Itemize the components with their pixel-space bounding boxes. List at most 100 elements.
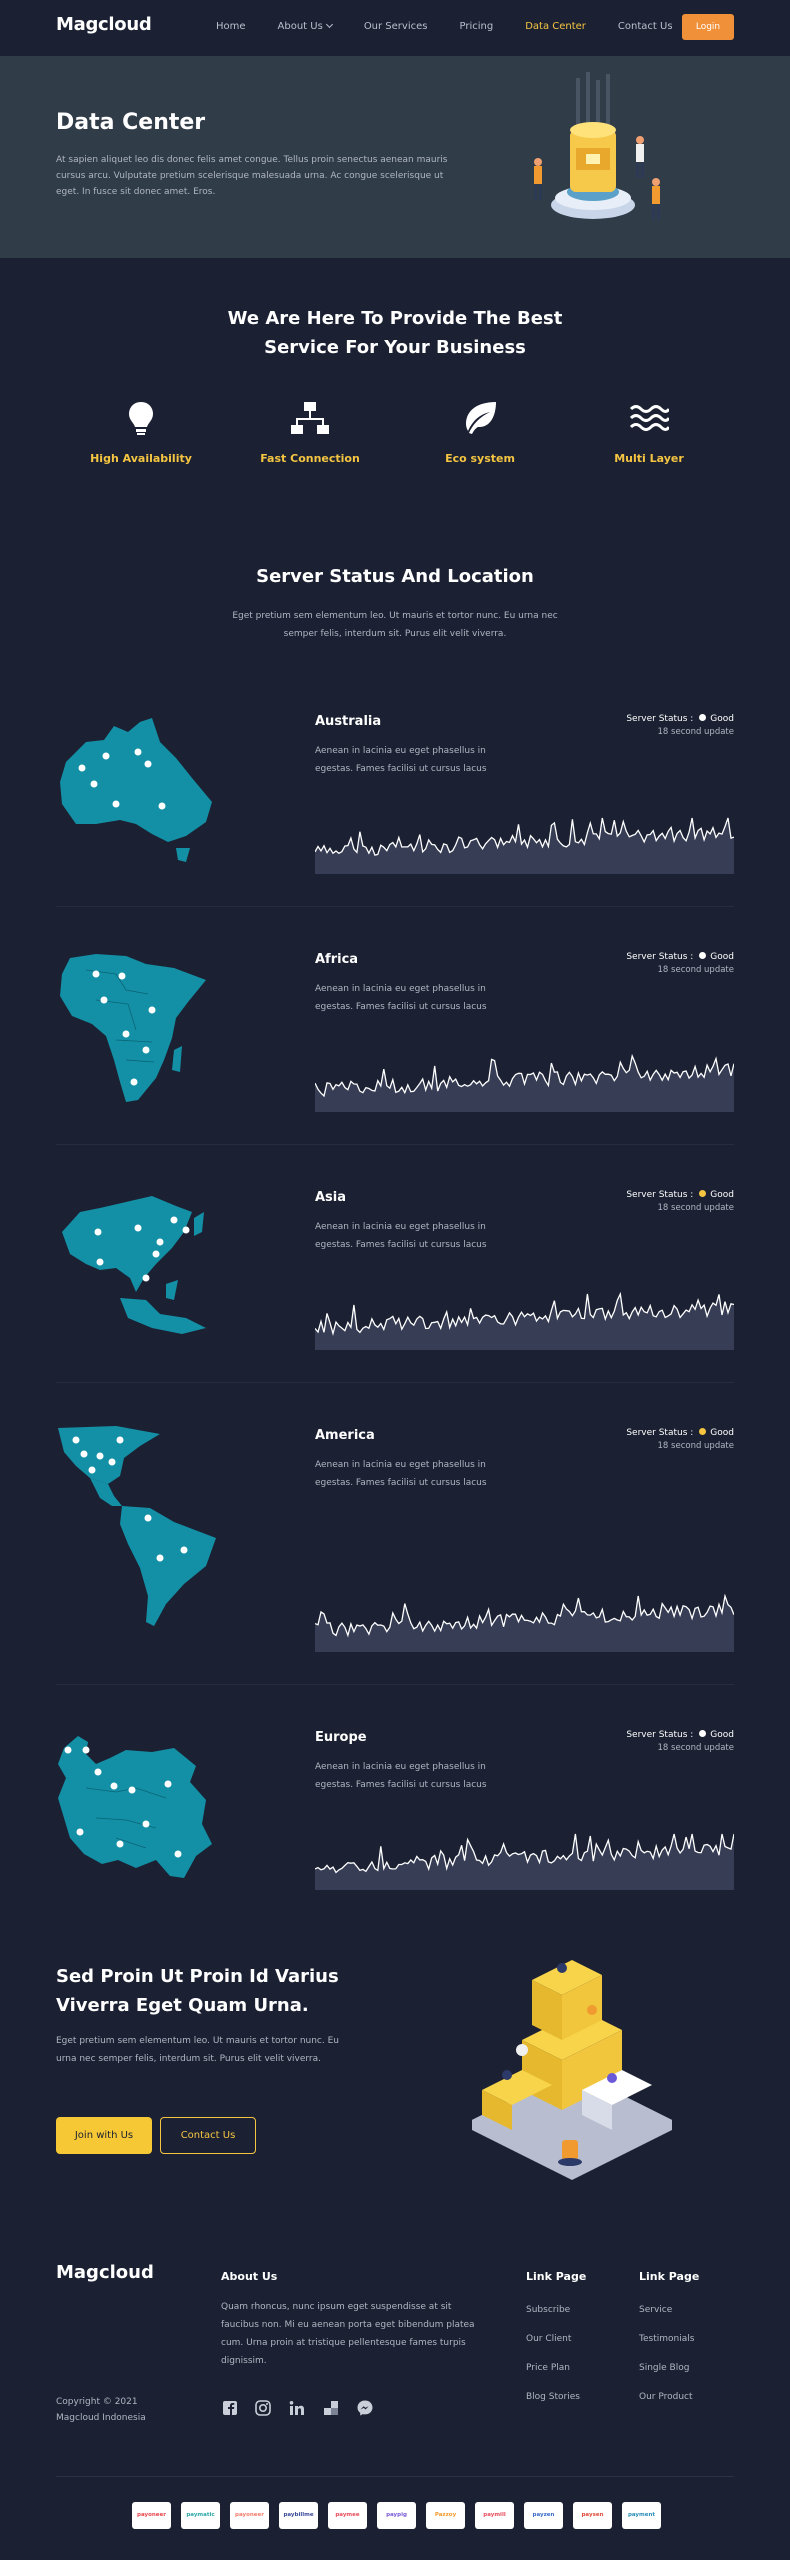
- footer-about-title: About Us: [221, 2270, 278, 2283]
- server-status: Server Status : Good 18 second update: [626, 1428, 734, 1451]
- region-description: Aenean in lacinia eu eget phasellus in e…: [315, 984, 487, 1012]
- feature-label: Fast Connection: [260, 452, 360, 465]
- status-dot: [699, 1190, 707, 1197]
- footer-links-title-2: Link Page: [639, 2270, 700, 2283]
- feature-label: Multi Layer: [614, 452, 684, 465]
- traffic-sparkline: [315, 1594, 734, 1652]
- messenger-icon[interactable]: [356, 2399, 374, 2417]
- servers-description: Eget pretium sem elementum leo. Ut mauri…: [232, 611, 558, 639]
- payment-logo: payzen: [524, 2502, 563, 2529]
- traffic-sparkline: [315, 817, 734, 874]
- status-dot: [699, 952, 707, 959]
- region-description: Aenean in lacinia eu eget phasellus in e…: [315, 1762, 487, 1790]
- divider: [56, 906, 734, 907]
- divider: [56, 1144, 734, 1145]
- status-label: Server Status :: [626, 952, 694, 962]
- divider: [56, 1684, 734, 1685]
- footer-links-title-1: Link Page: [526, 2270, 587, 2283]
- page-title: Data Center: [56, 110, 206, 135]
- status-value: Good: [710, 714, 734, 724]
- footer-link-testimonials[interactable]: Testimonials: [639, 2334, 695, 2344]
- payment-logo: payoneer: [230, 2502, 269, 2529]
- delicious-icon[interactable]: [322, 2399, 340, 2417]
- nav-contact-us[interactable]: Contact Us: [617, 21, 673, 32]
- nav-data-center[interactable]: Data Center: [525, 21, 586, 32]
- server-row-europe: Europe Aenean in lacinia eu eget phasell…: [56, 1728, 734, 1966]
- server-status: Server Status : Good 18 second update: [626, 1190, 734, 1213]
- cta-title: Sed Proin Ut Proin Id Varius Viverra Ege…: [56, 1966, 339, 2016]
- logo[interactable]: Magcloud: [56, 14, 152, 35]
- region-name: America: [315, 1428, 375, 1443]
- footer-about-text: Quam rhoncus, nunc ipsum eget suspendiss…: [221, 2302, 475, 2366]
- status-label: Server Status :: [626, 1730, 694, 1740]
- payment-logo: paymill: [475, 2502, 514, 2529]
- footer-link-our-product[interactable]: Our Product: [639, 2392, 693, 2402]
- divider: [56, 1382, 734, 1383]
- status-label: Server Status :: [626, 1190, 694, 1200]
- footer-link-service[interactable]: Service: [639, 2305, 673, 2315]
- region-name: Africa: [315, 952, 359, 967]
- traffic-sparkline: [315, 1833, 734, 1890]
- region-name: Europe: [315, 1730, 367, 1745]
- contact-button[interactable]: Contact Us: [160, 2117, 256, 2154]
- join-button[interactable]: Join with Us: [56, 2117, 152, 2154]
- login-button[interactable]: Login: [682, 14, 734, 40]
- footer-link-our-client[interactable]: Our Client: [526, 2334, 572, 2344]
- copyright-year: Copyright © 2021: [56, 2397, 138, 2407]
- server-row-asia: Asia Aenean in lacinia eu eget phasellus…: [56, 1188, 734, 1426]
- nav-our-services[interactable]: Our Services: [363, 21, 428, 32]
- payment-logo: payoneer: [132, 2502, 171, 2529]
- traffic-sparkline: [315, 1054, 734, 1112]
- server-illustration: [534, 72, 660, 220]
- feature-label: High Availability: [90, 452, 192, 465]
- status-dot: [699, 1730, 707, 1737]
- copyright: Copyright © 2021 Magcloud Indonesia: [56, 2394, 146, 2426]
- nav-about-us[interactable]: About Us: [278, 20, 333, 32]
- hero-banner: [0, 56, 790, 258]
- provide-title-line1: We Are Here To Provide The Best: [227, 308, 563, 329]
- copyright-company: Magcloud Indonesia: [56, 2413, 146, 2423]
- provide-title: We Are Here To Provide The Best Service …: [0, 304, 790, 362]
- europe-map: [58, 1736, 212, 1878]
- nav-home[interactable]: Home: [216, 21, 246, 32]
- footer-link-subscribe[interactable]: Subscribe: [526, 2305, 571, 2315]
- nav-pricing[interactable]: Pricing: [459, 21, 494, 32]
- footer-divider: [56, 2476, 734, 2477]
- status-update-time: 18 second update: [657, 1203, 734, 1213]
- feature-high-availability: High Availability: [56, 398, 226, 465]
- status-update-time: 18 second update: [657, 1441, 734, 1451]
- server-row-africa: Africa Aenean in lacinia eu eget phasell…: [56, 950, 734, 1188]
- footer-link-blog-stories[interactable]: Blog Stories: [526, 2392, 580, 2402]
- waves-icon: [629, 405, 669, 431]
- status-value: Good: [710, 1428, 734, 1438]
- footer-logo[interactable]: Magcloud: [56, 2262, 154, 2283]
- leaf-icon: [466, 402, 496, 434]
- provide-title-line2: Service For Your Business: [264, 337, 526, 358]
- cta-description: Eget pretium sem elementum leo. Ut mauri…: [56, 2036, 339, 2064]
- africa-map: [60, 954, 206, 1102]
- team-illustration: [472, 1960, 672, 2180]
- server-status: Server Status : Good 18 second update: [626, 1730, 734, 1753]
- region-name: Asia: [315, 1190, 347, 1205]
- server-row-america: America Aenean in lacinia eu eget phasel…: [56, 1426, 734, 1664]
- region-description: Aenean in lacinia eu eget phasellus in e…: [315, 746, 487, 774]
- facebook-icon[interactable]: [221, 2399, 239, 2417]
- status-label: Server Status :: [626, 714, 694, 724]
- asia-map: [62, 1196, 206, 1334]
- instagram-icon[interactable]: [254, 2399, 272, 2417]
- nav-links: Home About Us Our Services Pricing Data …: [216, 20, 705, 32]
- status-value: Good: [710, 1190, 734, 1200]
- australia-map: [60, 718, 212, 862]
- linkedin-icon[interactable]: [288, 2399, 306, 2417]
- status-label: Server Status :: [626, 1428, 694, 1438]
- server-row-australia: Australia Aenean in lacinia eu eget phas…: [56, 712, 734, 950]
- footer-link-price-plan[interactable]: Price Plan: [526, 2363, 570, 2373]
- payment-logo: payment: [622, 2502, 661, 2529]
- footer-link-single-blog[interactable]: Single Blog: [639, 2363, 690, 2373]
- payment-logo: paybillme: [279, 2502, 318, 2529]
- status-dot: [699, 1428, 707, 1435]
- status-update-time: 18 second update: [657, 727, 734, 737]
- hero-description: At sapien aliquet leo dis donec felis am…: [56, 155, 448, 197]
- feature-fast-connection: Fast Connection: [225, 398, 395, 465]
- payment-logo: paymee: [328, 2502, 367, 2529]
